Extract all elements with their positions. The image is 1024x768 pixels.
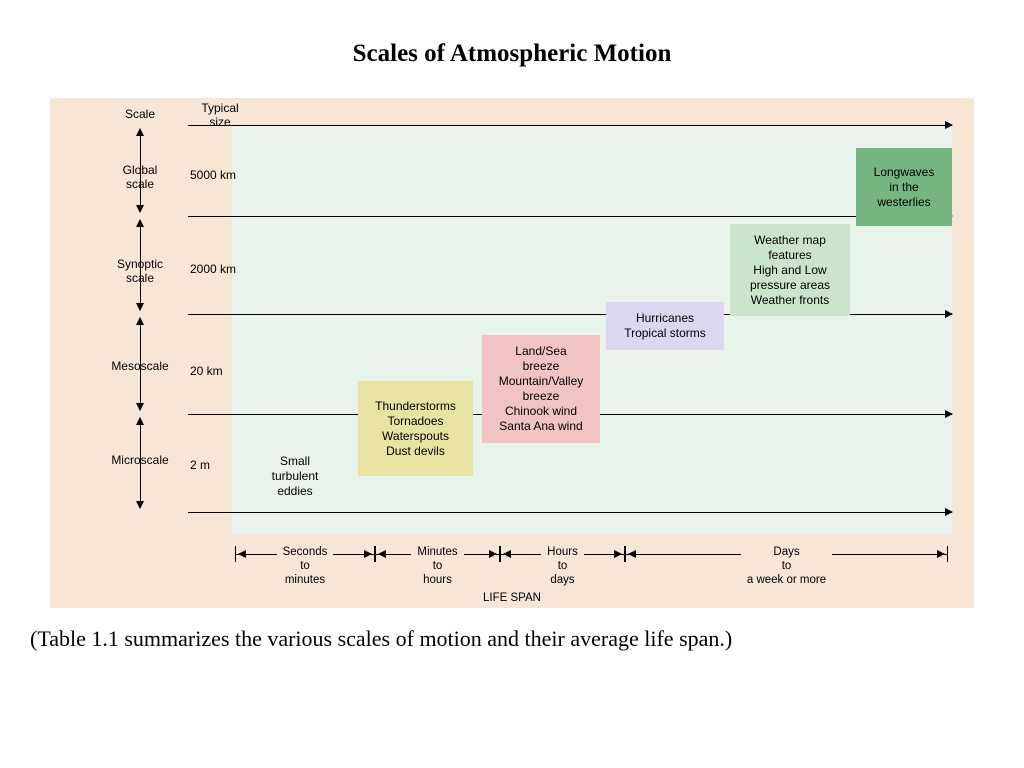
size-label: 2 m [190, 458, 210, 472]
phenomenon-box: ThunderstormsTornadoesWaterspoutsDust de… [358, 381, 473, 476]
phenomenon-box: Land/SeabreezeMountain/ValleybreezeChino… [482, 335, 600, 443]
scales-diagram: LIFE SPAN ScaleTypicalsizeGlobalscale500… [50, 98, 974, 608]
size-label: 5000 km [190, 168, 236, 182]
lifespan-segment: Secondstominutes [235, 554, 375, 555]
figure-caption: (Table 1.1 summarizes the various scales… [30, 626, 994, 652]
scale-row-arrow [188, 216, 952, 217]
axis-top-arrow [188, 125, 952, 126]
phenomenon-box: Longwavesin thewesterlies [856, 148, 952, 226]
plot-area [232, 126, 952, 534]
scale-band-arrow [140, 318, 141, 410]
size-label: 2000 km [190, 262, 236, 276]
lifespan-segment: Hourstodays [500, 554, 625, 555]
lifespan-segment: Minutestohours [375, 554, 500, 555]
phenomenon-box: Weather mapfeaturesHigh and Lowpressure … [730, 224, 850, 316]
scale-band-arrow [140, 418, 141, 508]
figure-container: LIFE SPAN ScaleTypicalsizeGlobalscale500… [50, 98, 974, 608]
page-title: Scales of Atmospheric Motion [0, 0, 1024, 98]
size-label: 20 km [190, 364, 223, 378]
lifespan-segment: Daystoa week or more [625, 554, 948, 555]
phenomenon-eddies: Smallturbulenteddies [255, 454, 335, 499]
life-span-axis-label: LIFE SPAN [50, 592, 974, 604]
col-header-scale: Scale [110, 108, 170, 122]
scale-row-arrow [188, 512, 952, 513]
phenomenon-box: HurricanesTropical storms [606, 302, 724, 350]
scale-band-arrow [140, 220, 141, 310]
scale-band-arrow [140, 129, 141, 212]
